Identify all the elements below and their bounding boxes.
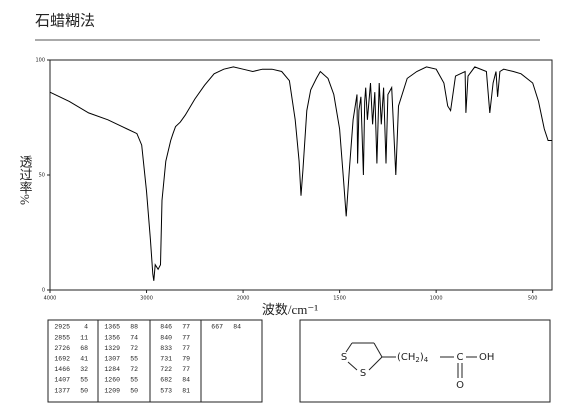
peak-wavenumber: 1365 (104, 324, 120, 331)
peak-transmittance: 84 (182, 377, 190, 384)
peak-transmittance: 74 (130, 334, 138, 341)
peak-transmittance: 77 (182, 324, 190, 331)
peak-wavenumber: 731 (160, 356, 172, 363)
peak-wavenumber: 2855 (54, 334, 70, 341)
peak-transmittance: 79 (182, 356, 190, 363)
x-tick-label: 500 (528, 296, 538, 302)
x-tick-label: 1500 (333, 296, 346, 302)
x-tick-label: 2000 (237, 296, 250, 302)
title: 石蜡糊法 (35, 12, 95, 29)
peak-wavenumber: 682 (160, 377, 172, 384)
group-part: ) (420, 352, 424, 363)
peak-transmittance: 55 (130, 377, 138, 384)
peak-wavenumber: 846 (160, 324, 172, 331)
peak-wavenumber: 1692 (54, 356, 70, 363)
spectrum-line (49, 66, 552, 281)
x-tick-label: 1000 (430, 296, 443, 302)
peak-transmittance: 72 (130, 366, 138, 373)
x-axis-label: 波数/cm⁻¹ (262, 302, 318, 317)
peak-transmittance: 68 (80, 345, 88, 352)
peak-wavenumber: 1407 (54, 377, 70, 384)
peak-transmittance: 72 (130, 345, 138, 352)
peak-wavenumber: 1377 (54, 387, 70, 394)
peak-transmittance: 55 (80, 377, 88, 384)
y-axis-label: 透过率% (18, 155, 33, 205)
peak-transmittance: 11 (80, 334, 88, 341)
subscript: 4 (424, 356, 429, 364)
peak-wavenumber: 2925 (54, 324, 70, 331)
peak-wavenumber: 722 (160, 366, 172, 373)
structure-bonds (345, 342, 477, 378)
atom-label: S (360, 368, 366, 379)
peak-transmittance: 88 (130, 324, 138, 331)
peak-wavenumber: 1260 (104, 377, 120, 384)
atom-label: S (341, 352, 347, 363)
peak-wavenumber: 1284 (104, 366, 120, 373)
x-tick-label: 4000 (44, 296, 57, 302)
peak-wavenumber: 573 (160, 387, 172, 394)
peak-transmittance: 50 (80, 387, 88, 394)
peak-transmittance: 77 (182, 345, 190, 352)
peak-transmittance: 50 (130, 387, 138, 394)
peak-wavenumber: 1209 (104, 387, 120, 394)
peak-transmittance: 77 (182, 366, 190, 373)
peak-wavenumber: 667 (211, 324, 223, 331)
peak-transmittance: 81 (182, 387, 190, 394)
y-tick-label: 100 (35, 58, 45, 64)
atom-label: O (456, 380, 464, 391)
peak-transmittance: 84 (233, 324, 241, 331)
peak-table-frame (47, 319, 263, 403)
peak-wavenumber: 1356 (104, 334, 120, 341)
structure-frame (299, 319, 551, 403)
subscript: 2 (415, 356, 419, 364)
group-part: (CH (397, 352, 415, 363)
peak-wavenumber: 2726 (54, 345, 70, 352)
peak-transmittance: 77 (182, 334, 190, 341)
peak-wavenumber: 1307 (104, 356, 120, 363)
peak-wavenumber: 1329 (104, 345, 120, 352)
y-tick-label: 50 (39, 173, 45, 179)
x-tick-label: 3000 (140, 296, 153, 302)
peak-transmittance: 55 (130, 356, 138, 363)
peak-transmittance: 41 (80, 356, 88, 363)
group-label: (CH2)4 (397, 352, 429, 364)
y-tick-label: 0 (42, 288, 45, 294)
peak-wavenumber: 1466 (54, 366, 70, 373)
peak-transmittance: 32 (80, 366, 88, 373)
plot-frame (49, 59, 553, 291)
atom-label: OH (479, 352, 494, 363)
peak-wavenumber: 833 (160, 345, 172, 352)
peak-transmittance: 4 (84, 324, 88, 331)
peak-wavenumber: 840 (160, 334, 172, 341)
atom-label: C (457, 352, 464, 363)
